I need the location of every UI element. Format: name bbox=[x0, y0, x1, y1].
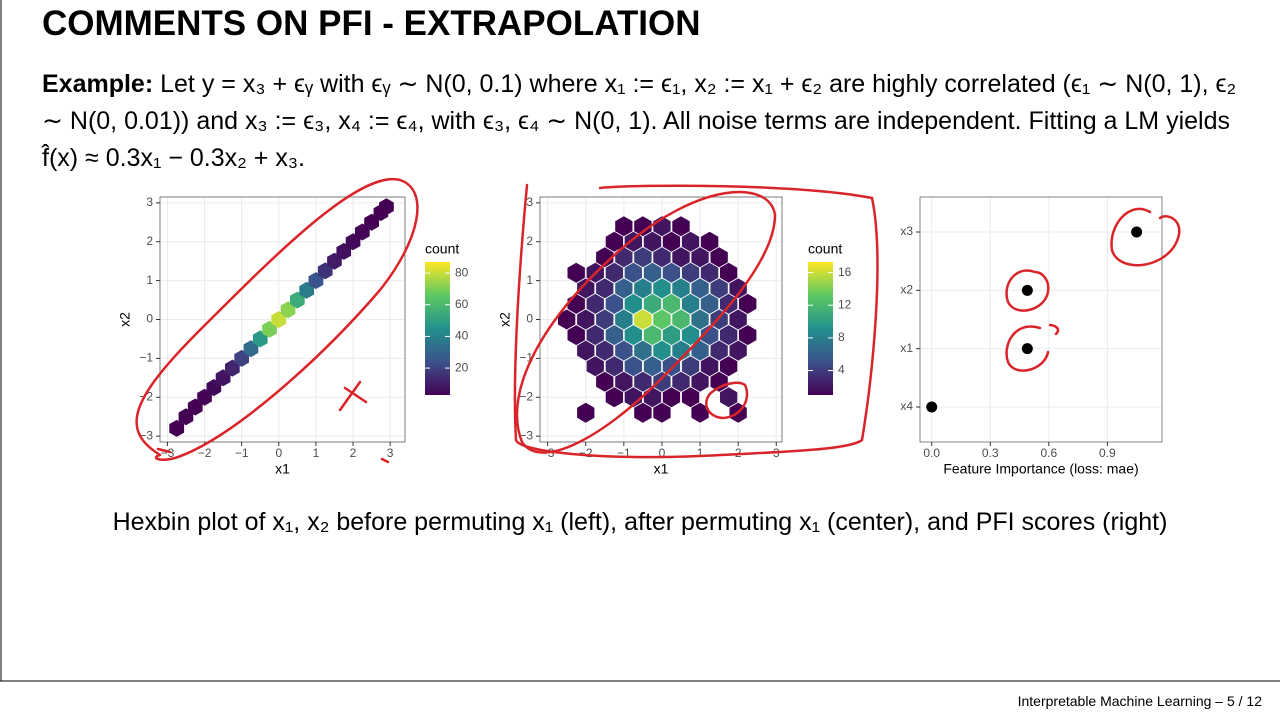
y-tick-label: x3 bbox=[900, 224, 913, 238]
x-tick-label: 0 bbox=[275, 446, 282, 460]
panel-border bbox=[919, 196, 1163, 443]
y-tick-label: 2 bbox=[526, 234, 533, 248]
panel bbox=[920, 197, 1162, 442]
x-tick-label: 3 bbox=[773, 446, 780, 460]
y-tick-label: −2 bbox=[139, 389, 153, 403]
x-tick-label: 3 bbox=[387, 446, 394, 460]
x-tick-label: 0 bbox=[659, 446, 666, 460]
x-tick-label: −3 bbox=[541, 446, 555, 460]
y-tick-label: −3 bbox=[139, 428, 153, 442]
x-tick-label: 1 bbox=[313, 446, 320, 460]
colorbar-tick-label: 20 bbox=[455, 360, 469, 374]
y-tick-label: 0 bbox=[526, 312, 533, 326]
footer: Interpretable Machine Learning – 5 / 12 bbox=[1017, 693, 1262, 709]
x-tick-label: 0.0 bbox=[923, 446, 940, 460]
x-tick-label: 0.6 bbox=[1040, 446, 1057, 460]
dot bbox=[1021, 284, 1033, 296]
colorbar bbox=[425, 262, 450, 395]
example-paragraph: Example: Let y = x₃ + ϵᵧ with ϵᵧ ∼ N(0, … bbox=[42, 66, 1247, 177]
y-tick-label: 3 bbox=[146, 195, 153, 209]
y-tick-label: −3 bbox=[519, 428, 533, 442]
y-axis-label: x2 bbox=[497, 312, 513, 327]
y-tick-label: −2 bbox=[519, 389, 533, 403]
colorbar-tick-label: 80 bbox=[455, 265, 469, 279]
y-tick-label: x4 bbox=[900, 399, 913, 413]
y-tick-label: 1 bbox=[146, 273, 153, 287]
x-tick-label: 1 bbox=[697, 446, 704, 460]
colorbar-tick-label: 40 bbox=[455, 329, 469, 343]
x-axis-label: Feature Importance (loss: mae) bbox=[943, 461, 1138, 477]
x-tick-label: −2 bbox=[579, 446, 593, 460]
dot bbox=[926, 401, 938, 413]
x-tick-label: −1 bbox=[617, 446, 631, 460]
colorbar-tick-label: 8 bbox=[838, 330, 845, 344]
y-axis-label: x2 bbox=[117, 312, 133, 327]
x-tick-label: 2 bbox=[350, 446, 357, 460]
caption: Hexbin plot of x₁, x₂ before permuting x… bbox=[112, 508, 1168, 536]
dot bbox=[1131, 226, 1143, 238]
y-tick-label: −1 bbox=[519, 351, 533, 365]
y-tick-label: 2 bbox=[146, 234, 153, 248]
legend-title: count bbox=[808, 241, 842, 257]
x-tick-label: −1 bbox=[235, 446, 249, 460]
y-tick-label: 1 bbox=[526, 273, 533, 287]
y-tick-label: x2 bbox=[900, 283, 913, 297]
x-tick-label: 2 bbox=[735, 446, 742, 460]
example-text: Let y = x₃ + ϵᵧ with ϵᵧ ∼ N(0, 0.1) wher… bbox=[42, 70, 1237, 172]
slide-title: COMMENTS ON PFI - EXTRAPOLATION bbox=[42, 4, 701, 43]
x-tick-label: −3 bbox=[161, 446, 175, 460]
y-tick-label: 3 bbox=[526, 195, 533, 209]
y-tick-label: x1 bbox=[900, 341, 913, 355]
x-axis-label: x1 bbox=[654, 461, 669, 477]
x-tick-label: −2 bbox=[198, 446, 212, 460]
colorbar-tick-label: 16 bbox=[838, 265, 852, 279]
x-tick-label: 0.9 bbox=[1099, 446, 1116, 460]
x-tick-label: 0.3 bbox=[982, 446, 999, 460]
legend-title: count bbox=[425, 241, 459, 257]
colorbar-tick-label: 60 bbox=[455, 297, 469, 311]
colorbar-tick-label: 12 bbox=[838, 297, 852, 311]
y-tick-label: −1 bbox=[139, 351, 153, 365]
colorbar bbox=[808, 262, 833, 395]
x-axis-label: x1 bbox=[275, 461, 290, 477]
colorbar-tick-label: 4 bbox=[838, 363, 845, 377]
example-label: Example: bbox=[42, 70, 154, 98]
dot bbox=[1021, 343, 1033, 355]
y-tick-label: 0 bbox=[146, 312, 153, 326]
